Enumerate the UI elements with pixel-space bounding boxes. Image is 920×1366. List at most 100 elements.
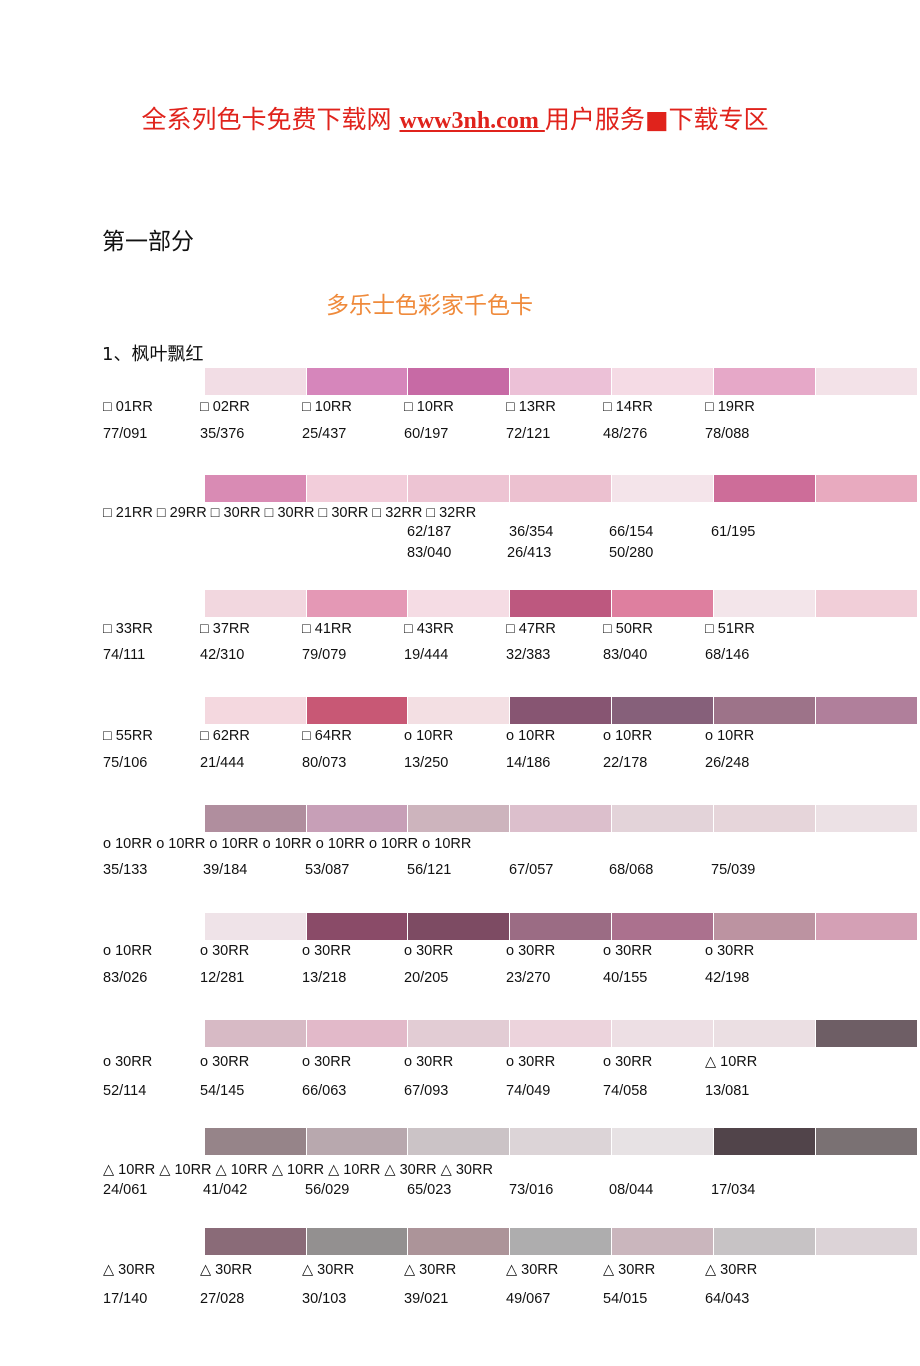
download-banner: 全系列色卡免费下载网 www3nh.com 用户服务■下载专区 (0, 100, 910, 136)
color-value: 78/088 (705, 426, 750, 442)
color-value: 13/250 (404, 755, 449, 771)
color-value: 49/067 (506, 1291, 551, 1307)
swatch-strip (205, 1228, 918, 1255)
color-value: 48/276 (603, 426, 648, 442)
color-swatch (714, 1128, 816, 1155)
color-code: △ 30RR (705, 1262, 758, 1278)
color-swatch (510, 697, 612, 724)
color-code: △ 30RR (404, 1262, 457, 1278)
color-code: o 30RR (603, 943, 653, 959)
color-swatch (816, 913, 918, 940)
color-swatch (307, 697, 408, 724)
color-swatch (816, 590, 918, 617)
color-value: 56/029 (305, 1182, 350, 1198)
swatch-strip (205, 913, 918, 940)
color-code: □ 62RR (200, 728, 250, 744)
color-code: □ 43RR (404, 621, 454, 637)
banner-text-after: 用户服务■下载专区 (544, 105, 769, 134)
color-swatch (714, 1020, 816, 1047)
color-code: △ 30RR (200, 1262, 253, 1278)
color-swatch (205, 913, 307, 940)
color-swatch (714, 697, 816, 724)
color-swatch (307, 1020, 408, 1047)
color-value: 13/081 (705, 1083, 750, 1099)
swatch-strip (205, 1020, 918, 1047)
document-title: 多乐士色彩家千色卡 (326, 293, 533, 319)
color-value: 30/103 (302, 1291, 347, 1307)
color-swatch (307, 1228, 408, 1255)
color-code: □ 01RR (103, 399, 153, 415)
color-value: 79/079 (302, 647, 347, 663)
color-swatch (205, 1020, 307, 1047)
color-value: 23/270 (506, 970, 551, 986)
color-swatch (408, 805, 510, 832)
swatch-strip (205, 368, 918, 395)
color-swatch (510, 368, 612, 395)
color-value: 75/039 (711, 862, 756, 878)
color-swatch (816, 1128, 918, 1155)
color-swatch (714, 1228, 816, 1255)
color-swatch (510, 913, 612, 940)
color-code: o 10RR (705, 728, 755, 744)
color-value: 40/155 (603, 970, 648, 986)
color-swatch (714, 913, 816, 940)
color-value: 26/413 (507, 545, 552, 561)
color-swatch (816, 368, 918, 395)
color-code: □ 51RR (705, 621, 755, 637)
color-code: △ 30RR (506, 1262, 559, 1278)
color-value: 64/043 (705, 1291, 750, 1307)
color-swatch (510, 475, 612, 502)
color-value: 25/437 (302, 426, 347, 442)
color-code: □ 13RR (506, 399, 556, 415)
color-swatch (612, 1228, 714, 1255)
color-swatch (612, 913, 714, 940)
color-value: 39/021 (404, 1291, 449, 1307)
color-value: 53/087 (305, 862, 350, 878)
color-value: 75/106 (103, 755, 148, 771)
swatch-strip (205, 1128, 918, 1155)
color-value: 24/061 (103, 1182, 148, 1198)
color-code: □ 02RR (200, 399, 250, 415)
color-code: □ 41RR (302, 621, 352, 637)
color-value: 35/133 (103, 862, 148, 878)
site-link[interactable]: www3nh.com (399, 108, 545, 134)
banner-text-before: 全系列色卡免费下载网 (141, 105, 400, 134)
color-swatch (714, 590, 816, 617)
color-swatch (510, 1228, 612, 1255)
swatch-strip (205, 697, 918, 724)
color-swatch (408, 697, 510, 724)
color-value: 13/218 (302, 970, 347, 986)
color-swatch (307, 913, 408, 940)
color-swatch (714, 805, 816, 832)
color-value: 17/034 (711, 1182, 756, 1198)
color-code: o 30RR (404, 1054, 454, 1070)
color-code: □ 47RR (506, 621, 556, 637)
color-swatch (816, 1228, 918, 1255)
color-value: 50/280 (609, 545, 654, 561)
color-value: 67/093 (404, 1083, 449, 1099)
color-code: o 30RR (404, 943, 454, 959)
color-value: 42/198 (705, 970, 750, 986)
color-swatch (205, 368, 307, 395)
color-code: o 30RR (103, 1054, 153, 1070)
color-value: 83/040 (407, 545, 452, 561)
color-value: 39/184 (203, 862, 248, 878)
color-value: 68/068 (609, 862, 654, 878)
color-code: △ 30RR (103, 1262, 156, 1278)
color-code: o 10RR (404, 728, 454, 744)
color-code-line: o 10RR o 10RR o 10RR o 10RR o 10RR o 10R… (103, 836, 472, 852)
color-code: o 30RR (705, 943, 755, 959)
color-code: o 30RR (603, 1054, 653, 1070)
color-value: 68/146 (705, 647, 750, 663)
color-value: 66/063 (302, 1083, 347, 1099)
color-value: 08/044 (609, 1182, 654, 1198)
color-code: △ 30RR (603, 1262, 656, 1278)
color-value: 73/016 (509, 1182, 554, 1198)
swatch-strip (205, 590, 918, 617)
color-value: 83/040 (603, 647, 648, 663)
color-value: 65/023 (407, 1182, 452, 1198)
color-code: o 10RR (103, 943, 153, 959)
swatch-strip (205, 805, 918, 832)
color-swatch (510, 590, 612, 617)
part-heading: 第一部分 (102, 229, 194, 255)
